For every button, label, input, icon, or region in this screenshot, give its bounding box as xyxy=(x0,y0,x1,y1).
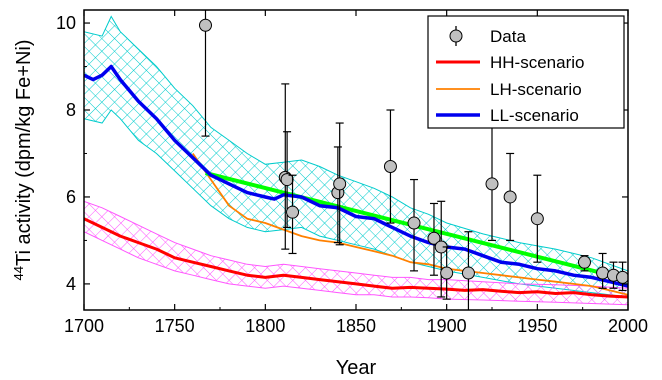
x-tick-label-5: 1950 xyxy=(517,316,557,336)
x-tick-label-4: 1900 xyxy=(427,316,467,336)
data-point-18 xyxy=(616,270,628,284)
data-point-16 xyxy=(596,266,610,280)
x-tick-label-0: 1700 xyxy=(64,316,104,336)
legend-lh-label: LH-scenario xyxy=(490,80,582,99)
x-tick-label-2: 1800 xyxy=(245,316,285,336)
data-point-6 xyxy=(383,160,397,174)
x-tick-label-3: 1850 xyxy=(336,316,376,336)
series-hh-line xyxy=(84,217,628,299)
x-tick-label-1: 1750 xyxy=(155,316,195,336)
legend-data-marker xyxy=(449,29,463,43)
legend-hh-label: HH-scenario xyxy=(490,53,584,72)
series-lh-line xyxy=(192,152,628,296)
data-point-7 xyxy=(407,216,421,230)
y-axis-title-text: Ti activity (dpm/kg Fe+Ni) xyxy=(13,40,35,267)
legend-data-label: Data xyxy=(490,27,526,46)
y-tick-label-3: 10 xyxy=(56,13,76,33)
legend-ll-label: LL-scenario xyxy=(490,106,579,125)
data-point-0 xyxy=(198,18,212,32)
y-tick-label-0: 4 xyxy=(66,274,76,294)
data-point-12 xyxy=(485,177,499,191)
x-axis-title: Year xyxy=(336,357,377,379)
data-point-5 xyxy=(333,177,347,191)
y-axis-title-superscript: 44 xyxy=(11,266,26,280)
y-axis-title: 44Ti activity (dpm/kg Fe+Ni) xyxy=(11,40,35,281)
x-tick-label-6: 2000 xyxy=(608,316,648,336)
data-point-14 xyxy=(530,212,544,226)
data-point-15 xyxy=(577,255,591,269)
data-point-3 xyxy=(286,205,300,219)
uncertainty-band-lower xyxy=(84,200,628,306)
data-point-11 xyxy=(461,266,475,280)
data-point-8 xyxy=(427,231,441,245)
legend: Data HH-scenario LH-scenario LL-scenario xyxy=(427,15,625,129)
data-point-10 xyxy=(440,266,454,280)
data-point-13 xyxy=(503,190,517,204)
series-ll-line xyxy=(84,64,628,288)
y-tick-label-2: 8 xyxy=(66,100,76,120)
y-tick-label-1: 6 xyxy=(66,187,76,207)
